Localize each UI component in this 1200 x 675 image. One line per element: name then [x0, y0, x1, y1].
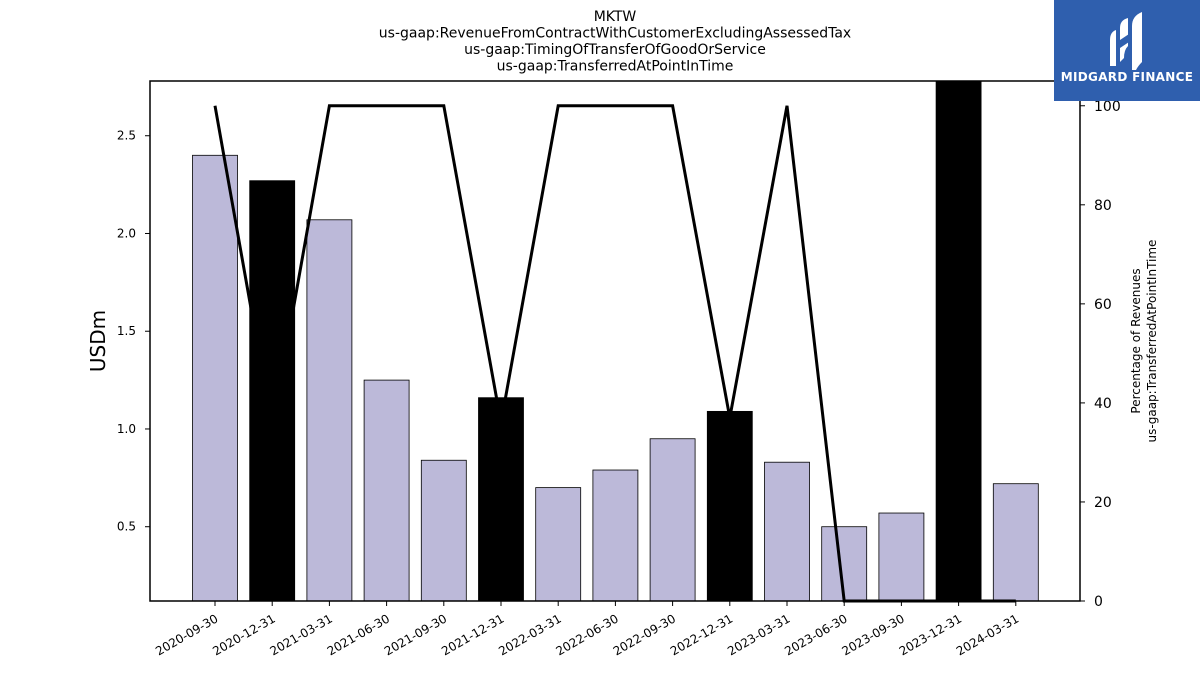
logo-mark-icon [1110, 12, 1142, 70]
x-tick-label: 2022-03-31 [496, 611, 563, 658]
bar-2021-03-31 [306, 219, 353, 602]
x-tick-label: 2022-09-30 [611, 611, 678, 658]
bars [192, 80, 1039, 602]
bar-2020-09-30 [192, 154, 238, 602]
y-axis-right: 0 20 40 60 80 100 [1080, 99, 1121, 610]
x-tick-label: 2023-09-30 [839, 611, 906, 658]
bar-2022-06-30 [592, 469, 639, 602]
x-tick-label: 2023-12-31 [897, 611, 964, 658]
y-right-tick-label: 40 [1094, 396, 1112, 412]
y-right-tick-label: 80 [1094, 198, 1112, 214]
x-tick-label: 2022-12-31 [668, 611, 735, 658]
x-tick-label: 2023-06-30 [782, 611, 849, 658]
y-right-tick-label: 100 [1094, 99, 1121, 115]
x-tick-label: 2024-03-31 [954, 611, 1021, 658]
x-tick-label: 2021-12-31 [439, 611, 506, 658]
bar-2022-03-31 [535, 487, 582, 602]
y-right-tick-label: 0 [1094, 594, 1103, 610]
bar-2020-12-31 [249, 180, 296, 602]
bar-2021-06-30 [363, 379, 410, 602]
y-tick-label: 1.0 [117, 422, 136, 436]
y-tick-label: 1.5 [117, 324, 136, 338]
bar-2024-03-31 [992, 483, 1039, 602]
x-tick-label: 2021-06-30 [325, 611, 392, 658]
bar-2023-09-30 [878, 512, 925, 602]
y-tick-label: 0.5 [117, 520, 136, 534]
y-axis-left: 0.5 1.0 1.5 2.0 2.5 [117, 129, 150, 534]
x-tick-label: 2020-09-30 [153, 611, 220, 658]
chart-title-line-2: us-gaap:RevenueFromContractWithCustomerE… [379, 26, 851, 42]
bar-2021-09-30 [420, 459, 467, 602]
chart-title-line-1: MKTW [594, 9, 637, 25]
chart-title: MKTWus-gaap:RevenueFromContractWithCusto… [379, 9, 851, 75]
bar-2022-12-31 [706, 410, 753, 602]
y-right-tick-label: 60 [1094, 297, 1112, 313]
x-tick-label: 2020-12-31 [210, 611, 277, 658]
y-tick-label: 2.0 [117, 226, 136, 240]
bar-2023-12-31 [935, 80, 982, 602]
y-axis-right-label-line-2: us-gaap:TransferredAtPointInTime [1145, 240, 1159, 443]
y-tick-label: 2.5 [117, 129, 136, 143]
x-tick-label: 2021-03-31 [267, 611, 334, 658]
x-tick-label: 2022-06-30 [553, 611, 620, 658]
bar-2023-03-31 [764, 461, 810, 602]
bar-2022-09-30 [649, 438, 696, 602]
x-tick-label: 2023-03-31 [725, 611, 792, 658]
y-right-tick-label: 20 [1094, 495, 1112, 511]
brand-logo: MIDGARD FINANCE [1054, 0, 1200, 101]
x-axis: 2020-09-302020-12-312021-03-312021-06-30… [153, 601, 1021, 658]
y-axis-right-label-line-1: Percentage of Revenues [1129, 268, 1143, 413]
logo-text: MIDGARD FINANCE [1060, 70, 1194, 84]
chart-title-line-3: us-gaap:TimingOfTransferOfGoodOrService [464, 42, 766, 58]
x-tick-label: 2021-09-30 [382, 611, 449, 658]
bar-2021-12-31 [478, 397, 524, 602]
y-axis-label: USDm [86, 310, 110, 372]
chart-title-line-4: us-gaap:TransferredAtPointInTime [497, 59, 734, 75]
